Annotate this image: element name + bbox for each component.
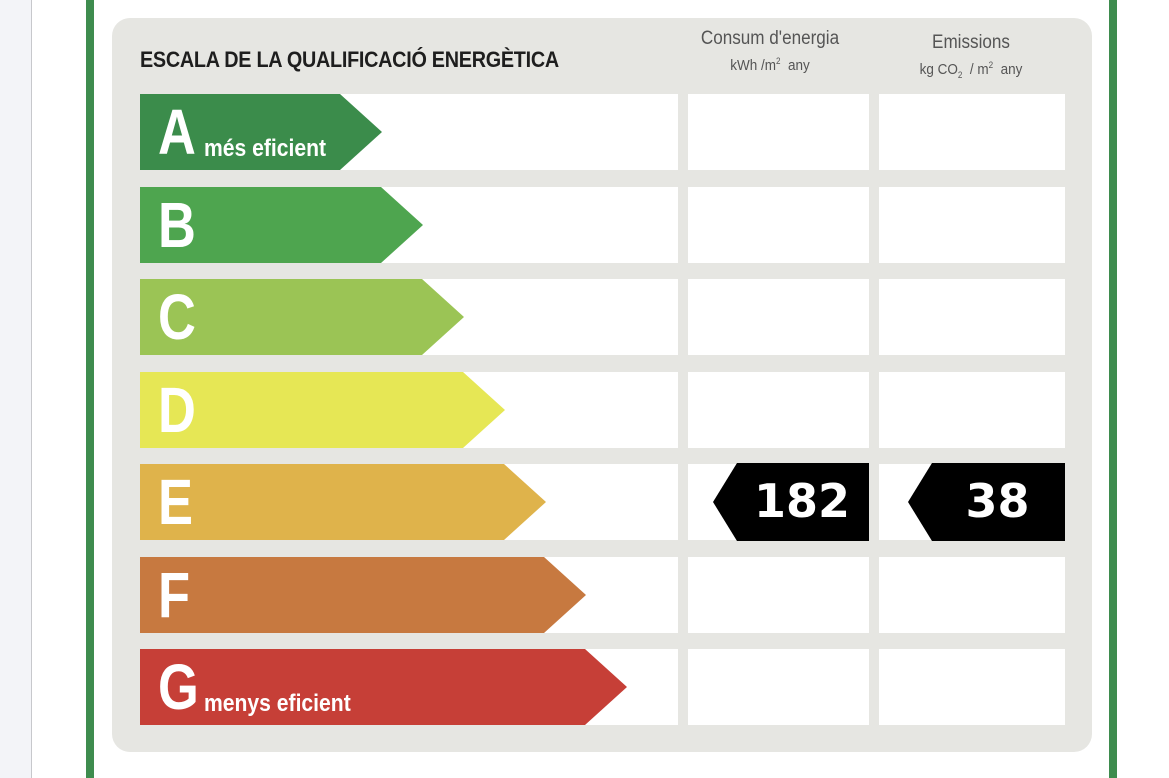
scale-title: ESCALA DE LA QUALIFICACIÓ ENERGÈTICA	[140, 47, 559, 72]
consumption-marker: 182	[713, 463, 869, 541]
consumption-cell-b	[688, 187, 869, 263]
consumption-cell-a	[688, 94, 869, 170]
page-edge	[31, 0, 32, 778]
rating-letter-g: G	[158, 651, 199, 723]
consumption-cell-g	[688, 649, 869, 725]
emissions-cell-g	[879, 649, 1065, 725]
consumption-cell-f	[688, 557, 869, 633]
emissions-header: Emissions kg CO2 / m2 any	[878, 32, 1064, 80]
rating-arrow-e: E	[140, 464, 546, 540]
consumption-cell-d	[688, 372, 869, 448]
consumption-header-unit: kWh /m2 any	[730, 56, 810, 74]
consumption-header: Consum d'energia kWh /m2 any	[688, 28, 852, 74]
rating-arrow-d: D	[140, 372, 505, 448]
rating-letter-c: C	[158, 281, 196, 353]
rating-letter-a: A	[158, 96, 196, 168]
emissions-header-unit: kg CO2 / m2 any	[919, 60, 1023, 80]
emissions-cell-c	[879, 279, 1065, 355]
rating-arrow-f: F	[140, 557, 586, 633]
consumption-header-title: Consum d'energia	[700, 28, 840, 49]
rating-label-a: més eficient	[204, 135, 327, 162]
right-green-border	[1109, 0, 1117, 778]
rating-label-g: menys eficient	[204, 690, 351, 717]
rating-letter-e: E	[158, 466, 194, 538]
emissions-marker: 38	[908, 463, 1065, 541]
rating-letter-d: D	[158, 374, 196, 446]
rating-letter-f: F	[158, 559, 191, 631]
emissions-cell-a	[879, 94, 1065, 170]
emissions-marker-value: 38	[965, 474, 1030, 528]
consumption-cell-c	[688, 279, 869, 355]
consumption-marker-value: 182	[753, 474, 851, 528]
rating-letter-b: B	[158, 189, 196, 261]
left-green-border	[86, 0, 94, 778]
emissions-header-title: Emissions	[932, 32, 1010, 53]
emissions-cell-f	[879, 557, 1065, 633]
emissions-cell-d	[879, 372, 1065, 448]
rating-arrow-c: C	[140, 279, 464, 355]
rating-arrow-b: B	[140, 187, 423, 263]
emissions-cell-b	[879, 187, 1065, 263]
